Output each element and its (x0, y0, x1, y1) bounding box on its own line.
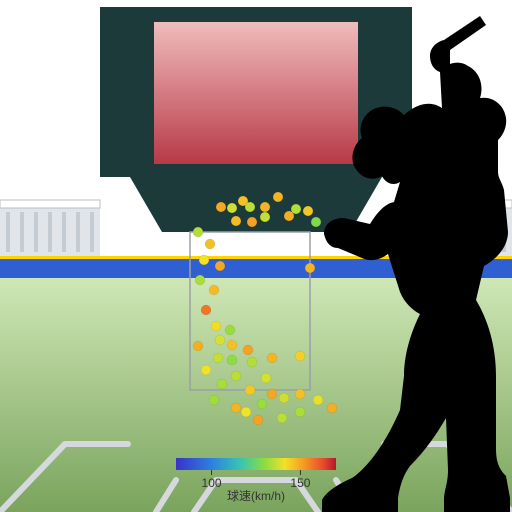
pitch-point (209, 395, 219, 405)
pitch-point (284, 211, 294, 221)
pitch-point (211, 321, 221, 331)
pitch-point (247, 217, 257, 227)
pitch-point (231, 403, 241, 413)
pitch-point (327, 403, 337, 413)
pitch-point (215, 335, 225, 345)
pitch-point (213, 353, 223, 363)
pitch-point (260, 202, 270, 212)
pitch-point (261, 373, 271, 383)
pitch-point (215, 261, 225, 271)
pitch-point (279, 393, 289, 403)
pitch-point (193, 227, 203, 237)
pitch-point (231, 371, 241, 381)
pitch-point (217, 379, 227, 389)
pitch-point (257, 399, 267, 409)
pitch-point (227, 203, 237, 213)
pitch-point (201, 305, 211, 315)
legend-tick-label: 100 (202, 476, 222, 490)
pitch-point (245, 202, 255, 212)
pitch-point (241, 407, 251, 417)
pitch-point (201, 365, 211, 375)
pitch-point (295, 351, 305, 361)
pitch-point (243, 345, 253, 355)
pitch-point (253, 415, 263, 425)
legend-tick-label: 150 (290, 476, 310, 490)
pitch-point (277, 413, 287, 423)
pitch-point (231, 216, 241, 226)
pitch-point (267, 353, 277, 363)
pitch-point (260, 212, 270, 222)
legend-axis-title: 球速(km/h) (227, 489, 285, 503)
pitch-point (267, 389, 277, 399)
scoreboard-screen (154, 22, 358, 164)
pitch-point (295, 407, 305, 417)
pitch-point (205, 239, 215, 249)
pitch-point (273, 192, 283, 202)
pitch-point (209, 285, 219, 295)
pitch-location-chart: 100 150 球速(km/h) (0, 0, 512, 512)
pitch-point (303, 206, 313, 216)
pitch-point (247, 357, 257, 367)
pitch-point (305, 263, 315, 273)
pitch-point (225, 325, 235, 335)
pitch-point (199, 255, 209, 265)
pitch-point (295, 389, 305, 399)
pitch-point (313, 395, 323, 405)
pitch-point (195, 275, 205, 285)
pitch-point (311, 217, 321, 227)
pitch-point (216, 202, 226, 212)
pitch-point (245, 385, 255, 395)
pitch-point (227, 355, 237, 365)
stands-left (0, 200, 100, 256)
pitch-point (193, 341, 203, 351)
pitch-point (227, 340, 237, 350)
legend-colorbar (176, 458, 336, 470)
